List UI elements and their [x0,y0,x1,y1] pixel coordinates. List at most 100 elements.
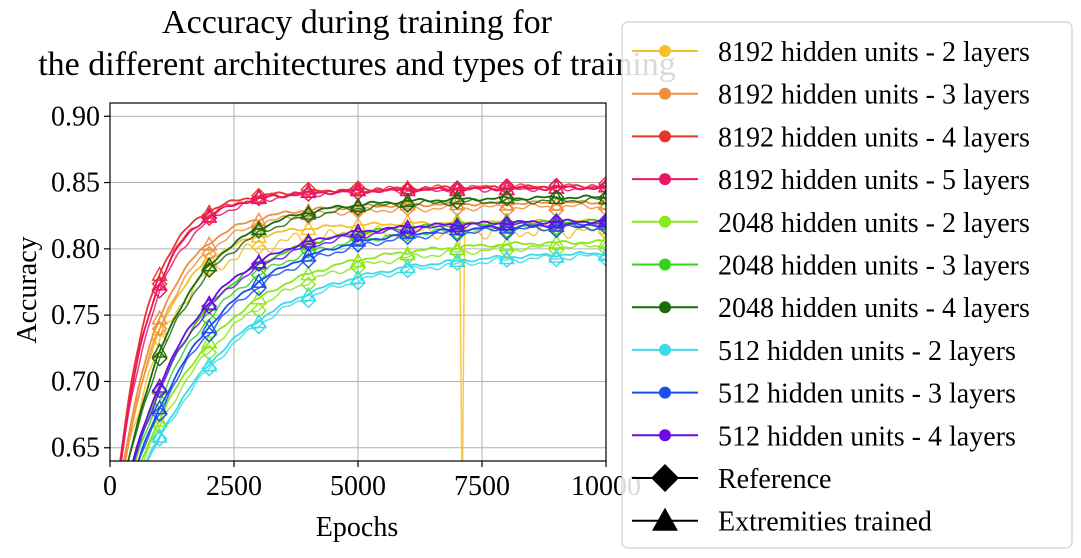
diamond-marker [300,292,317,309]
triangle-marker [250,253,267,269]
triangle-marker [399,218,416,234]
diamond-marker [598,179,606,196]
triangle-marker [300,286,317,302]
x-tick-label: 2500 [206,471,262,502]
diamond-marker [300,252,317,269]
triangle-marker [151,427,168,443]
legend-marker [659,429,671,442]
legend-label: 8192 hidden units - 4 layers [718,122,1030,153]
diamond-marker [498,216,515,233]
y-tick-label: 0.70 [51,366,100,397]
triangle-marker [250,273,267,288]
series-line-extremities [145,251,606,461]
triangle-marker [300,183,317,199]
legend-label: Reference [718,464,831,495]
axis-ticks: 0 2500 5000 7500 100000.650.700.750.800.850.… [51,101,641,502]
legend-marker [659,258,671,271]
triangle-marker [201,333,218,349]
legend-label: 2048 hidden units - 3 layers [718,251,1030,282]
triangle-marker [151,378,168,393]
legend-marker [659,386,671,399]
legend-diamond-marker [651,464,679,492]
legend-label: 8192 hidden units - 3 layers [718,80,1030,111]
triangle-marker [498,249,515,265]
triangle-marker [597,189,606,205]
triangle-marker [498,195,515,211]
legend-label: 8192 hidden units - 5 layers [718,165,1030,196]
y-axis-label: Accuracy [12,236,43,343]
triangle-marker [548,178,565,194]
triangle-marker [597,246,606,262]
x-axis-label: Epochs [316,512,398,543]
diamond-marker [250,222,267,239]
diamond-marker [449,219,466,236]
triangle-marker [250,211,267,227]
series-line-extremities [137,222,606,461]
x-tick-label: 5000 [330,471,386,502]
triangle-marker [250,220,267,236]
triangle-marker [498,188,515,204]
triangle-marker [399,181,416,197]
legend-marker [659,301,671,314]
triangle-marker [300,204,317,220]
triangle-marker [349,197,367,212]
legend-marker [659,215,671,228]
series-area [119,175,606,461]
diamond-marker [201,245,218,262]
diamond-marker [250,190,267,207]
triangle-marker [201,318,218,334]
legend-label: 2048 hidden units - 4 layers [718,293,1030,324]
chart-title-line: Accuracy during training for [162,4,553,41]
diamond-marker [201,344,218,361]
legend-marker [659,173,671,186]
triangle-marker [449,252,466,268]
triangle-marker [201,235,218,251]
legend-label: 2048 hidden units - 2 layers [718,208,1030,239]
triangle-marker [250,313,267,329]
diamond-marker [498,252,515,269]
series-line-extremities [120,185,606,461]
x-tick-label: 7500 [454,471,510,502]
series-line-extremities [122,199,606,461]
legend-label: 8192 hidden units - 2 layers [718,37,1030,68]
diamond-marker [548,213,565,230]
triangle-marker [300,265,317,281]
triangle-marker [250,189,267,205]
legend-marker [659,130,671,143]
legend: 8192 hidden units - 2 layers 8192 hidden … [621,21,1073,549]
y-tick-label: 0.90 [51,101,100,132]
triangle-marker [399,195,416,211]
diamond-marker [250,255,267,272]
triangle-marker [548,213,565,229]
triangle-marker [449,217,466,232]
diamond-marker [151,406,168,423]
triangle-marker [349,216,367,232]
y-tick-label: 0.85 [51,168,100,199]
diamond-marker [250,280,267,297]
triangle-marker [250,228,267,243]
triangle-marker [548,233,565,249]
series-line-reference [133,220,606,461]
triangle-marker [597,233,606,248]
diamond-marker [598,212,606,229]
triangle-marker [151,266,168,281]
legend-label: Extremities trained [718,507,932,538]
triangle-marker [201,294,218,310]
triangle-marker [201,208,218,223]
triangle-marker [151,342,168,358]
diamond-marker [598,189,606,206]
triangle-marker [300,246,317,262]
triangle-marker [349,269,367,284]
diamond-marker [151,418,168,435]
diamond-marker [300,243,317,259]
chart-title-line: the different architectures and types of… [38,46,676,83]
triangle-marker [399,258,416,273]
diamond-marker [498,190,515,207]
series-line-extremities [132,218,606,461]
triangle-marker [548,248,565,263]
legend-label: 512 hidden units - 2 layers [718,336,1016,367]
triangle-marker [597,215,606,230]
triangle-marker [300,232,317,248]
diamond-marker [250,302,267,319]
diamond-marker [350,259,366,276]
